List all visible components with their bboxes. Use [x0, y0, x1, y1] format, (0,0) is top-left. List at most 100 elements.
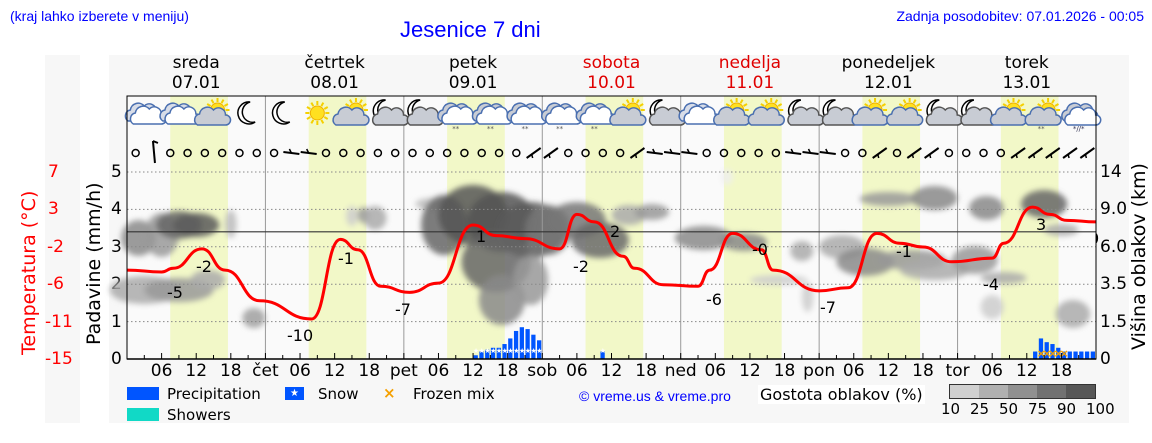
wind-barbs-row — [131, 140, 1095, 164]
cloudy-icon — [159, 102, 202, 125]
x-axis-tick: 06 — [150, 361, 173, 381]
calm-wind-icon — [252, 148, 262, 158]
wind-barb-icon — [924, 147, 940, 159]
svg-text:★: ★ — [484, 347, 490, 355]
calm-wind-icon — [719, 148, 729, 158]
credit-link[interactable]: © vreme.us & vreme.pro — [579, 388, 731, 404]
precip-bar — [1033, 351, 1038, 359]
x-axis-tick: 12 — [1015, 361, 1038, 381]
calm-wind-icon — [442, 148, 452, 158]
svg-text:★: ★ — [530, 347, 536, 355]
partly-sunny-snow-icon: ** — [1024, 98, 1062, 133]
precipitation-tick: 3 — [111, 236, 122, 257]
svg-text:×: × — [1042, 347, 1051, 360]
calm-wind-icon — [858, 148, 867, 158]
x-axis-tick: 06 — [842, 361, 865, 381]
day-name: sreda — [172, 53, 220, 73]
wind-barb-icon — [543, 147, 559, 159]
calm-wind-icon — [321, 148, 331, 158]
temperature-curve — [126, 205, 1097, 321]
partly-sunny-icon — [886, 98, 924, 126]
wind-barb-icon — [151, 140, 156, 164]
page-title: Jesenice 7 dni — [400, 17, 541, 42]
calm-wind-icon — [581, 148, 590, 158]
calm-wind-icon — [408, 148, 417, 158]
partly-sunny-icon — [332, 98, 370, 126]
partly-sunny-icon — [989, 98, 1028, 126]
calm-wind-icon — [737, 148, 746, 158]
temperature-value-label: -1 — [896, 242, 912, 261]
precip-bar — [531, 334, 536, 359]
calm-wind-icon — [269, 148, 279, 158]
svg-text:★: ★ — [536, 347, 542, 355]
x-axis-tick: 06 — [981, 361, 1003, 381]
calm-wind-icon — [390, 148, 400, 158]
temperature-value-label: -7 — [820, 298, 836, 317]
calm-wind-icon — [183, 148, 192, 158]
calm-wind-icon — [217, 148, 227, 158]
calm-wind-icon — [356, 148, 365, 158]
svg-text:★: ★ — [507, 347, 513, 355]
wind-barb-icon — [629, 147, 646, 159]
precipitation-tick: 1 — [111, 311, 122, 332]
calm-wind-icon — [702, 148, 711, 158]
temperature-value-label: -2 — [573, 257, 589, 276]
calm-wind-icon — [598, 148, 608, 158]
calm-wind-icon — [425, 148, 435, 158]
calm-wind-icon — [979, 148, 988, 158]
svg-text:*//*: *//* — [1073, 125, 1085, 133]
svg-text:★: ★ — [525, 347, 531, 355]
precip-bar — [525, 329, 530, 359]
svg-text:**: ** — [1038, 125, 1046, 133]
calm-wind-icon — [235, 148, 244, 158]
temperature-tick: 3 — [48, 199, 59, 219]
legend-showers-label: Showers — [167, 406, 231, 424]
cloud-density-scale — [949, 384, 1096, 399]
snow-star-icon: ★ — [285, 387, 304, 400]
precipitation-tick: 0 — [111, 349, 122, 369]
calm-wind-icon — [840, 148, 850, 158]
temperature-value-label: -1 — [338, 249, 354, 268]
last-updated: Zadnja posodobitev: 07.01.2026 - 00:05 — [896, 8, 1144, 24]
precip-bar — [1061, 351, 1067, 359]
legend-showers-swatch — [127, 408, 159, 421]
temperature-value-label: -4 — [983, 275, 999, 294]
cloud-snow-icon: ** — [437, 102, 479, 133]
x-axis-tick: 06 — [289, 361, 311, 381]
cloud-density-field — [109, 169, 1091, 328]
temperature-value-label: -10 — [287, 326, 314, 345]
cloud-snow-icon: ** — [506, 102, 548, 133]
precip-bar — [496, 347, 501, 359]
day-header: torek 13.01 — [967, 53, 1087, 93]
wind-barb-icon — [1027, 147, 1044, 159]
calm-wind-icon — [754, 148, 763, 158]
region-hint-link[interactable]: (kraj lahko izberete v meniju) — [10, 8, 189, 24]
day-name: četrtek — [304, 53, 365, 73]
daylight-band — [862, 96, 921, 359]
svg-text:★: ★ — [600, 347, 606, 355]
moon-cloud-icon — [648, 99, 687, 126]
precip-bar — [519, 327, 524, 359]
day-header: sobota 10.01 — [552, 53, 672, 93]
calm-wind-icon — [460, 148, 469, 158]
frozen-mix-x-icon: × — [383, 384, 396, 402]
x-axis-tick: 12 — [462, 361, 484, 381]
temperature-value-label: 2 — [610, 222, 621, 241]
x-axis-tick: tor — [945, 361, 970, 381]
day-name: sobota — [582, 53, 641, 73]
precip-bar — [537, 340, 542, 359]
x-axis-tick: 18 — [912, 361, 934, 381]
density-step-label: 100 — [1086, 400, 1115, 418]
temperature-tick: -2 — [47, 237, 64, 257]
daylight-band — [308, 96, 367, 359]
temperature-value-label: -5 — [167, 283, 183, 302]
daylight-band — [723, 96, 782, 359]
cloud-height-tick: 14 — [1100, 162, 1122, 182]
cloud-snow-icon: ** — [541, 102, 583, 133]
calm-wind-icon — [477, 148, 486, 158]
precip-bar — [1073, 351, 1078, 359]
x-axis-tick: 18 — [496, 361, 519, 381]
temperature-value-label: -0 — [752, 240, 768, 259]
x-axis-tick: sob — [527, 361, 558, 381]
day-name: torek — [1004, 53, 1049, 73]
